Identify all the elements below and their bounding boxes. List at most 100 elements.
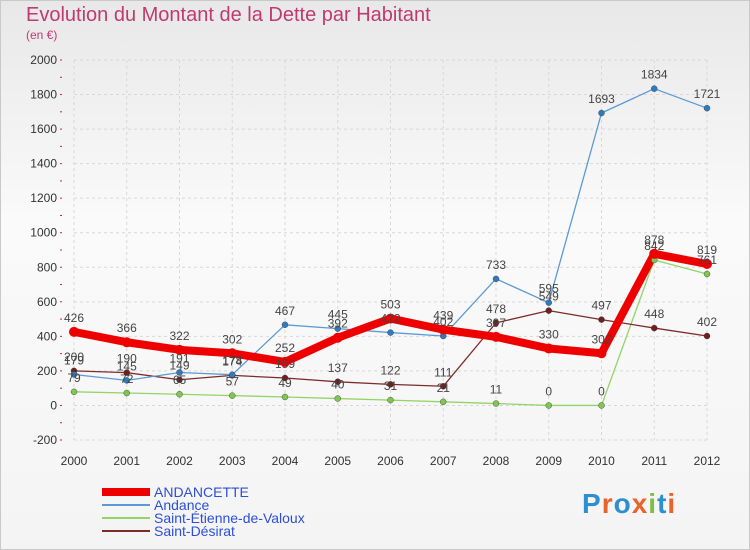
x-tick-label: 2003 xyxy=(219,454,246,468)
data-label: 179 xyxy=(64,354,84,368)
data-label: 252 xyxy=(275,341,295,355)
logo-letter: t xyxy=(657,488,668,519)
data-point xyxy=(651,324,658,332)
data-point xyxy=(70,388,78,396)
data-label: 448 xyxy=(644,307,664,321)
data-point xyxy=(545,299,552,306)
logo-letter: i xyxy=(648,488,658,519)
data-point xyxy=(596,348,607,359)
data-point xyxy=(598,316,605,323)
data-point xyxy=(123,369,130,376)
x-tick-label: 2004 xyxy=(272,454,299,468)
data-label: 174 xyxy=(222,354,242,368)
data-label: 191 xyxy=(169,351,189,365)
y-tick-label: 800 xyxy=(37,260,57,274)
data-label: 1693 xyxy=(588,92,615,106)
data-label: 0 xyxy=(598,384,605,398)
data-label: 200 xyxy=(64,350,84,364)
y-tick-label: 400 xyxy=(37,329,57,343)
data-point xyxy=(649,248,660,259)
data-point xyxy=(176,376,183,383)
y-tick-label: 1600 xyxy=(30,122,57,136)
data-point xyxy=(69,326,79,337)
data-point xyxy=(281,393,289,401)
data-point xyxy=(176,391,183,398)
data-label: 426 xyxy=(64,311,84,325)
data-label: 0 xyxy=(545,384,552,398)
x-tick-label: 2009 xyxy=(535,454,562,468)
data-label: 595 xyxy=(539,282,559,296)
data-label: 65 xyxy=(173,373,187,387)
y-tick-label: 1000 xyxy=(30,226,57,240)
data-point xyxy=(703,104,711,112)
y-tick-label: 1800 xyxy=(30,88,57,102)
y-tick-label: -200 xyxy=(33,433,57,447)
data-point xyxy=(440,383,447,390)
data-label: 733 xyxy=(486,258,506,272)
data-point xyxy=(598,402,605,409)
data-label: 302 xyxy=(222,332,242,346)
proxiti-logo: Proxiti xyxy=(582,488,676,520)
data-point xyxy=(598,109,605,117)
data-point xyxy=(227,348,238,359)
logo-letter: o xyxy=(613,488,632,519)
x-tick-label: 2001 xyxy=(113,454,140,468)
data-point xyxy=(334,378,341,385)
data-point xyxy=(545,402,552,409)
data-point xyxy=(281,374,289,382)
data-label: 31 xyxy=(384,379,398,393)
chart-title: Evolution du Montant de la Dette par Hab… xyxy=(26,4,431,26)
data-point xyxy=(229,371,236,378)
chart-subtitle: (en €) xyxy=(26,28,58,42)
x-tick-label: 2000 xyxy=(61,454,88,468)
data-label: 445 xyxy=(328,308,348,322)
x-tick-label: 2005 xyxy=(324,454,351,468)
y-tick-label: 2000 xyxy=(30,53,57,67)
data-label: 1721 xyxy=(694,87,721,101)
data-point xyxy=(174,344,185,355)
logo-letter: r xyxy=(601,488,614,519)
data-label: 397 xyxy=(486,316,506,330)
data-point xyxy=(281,321,289,328)
data-label: 1834 xyxy=(641,68,668,82)
logo-letter: P xyxy=(582,488,602,519)
x-tick-label: 2012 xyxy=(694,454,721,468)
x-tick-label: 2011 xyxy=(641,454,667,468)
data-label: 149 xyxy=(169,359,189,373)
data-label: 478 xyxy=(486,302,506,316)
data-point xyxy=(123,377,130,384)
data-label: 439 xyxy=(433,309,453,323)
data-label: 111 xyxy=(434,365,453,379)
data-label: 761 xyxy=(697,253,717,267)
data-point xyxy=(387,329,394,336)
data-point xyxy=(543,343,554,354)
data-point xyxy=(280,356,290,367)
data-label: 402 xyxy=(697,315,717,329)
data-point xyxy=(703,270,711,278)
data-label: 178 xyxy=(222,354,242,368)
data-point xyxy=(438,324,449,335)
x-tick-label: 2007 xyxy=(430,454,457,468)
legend-label: Saint-Étienne-de-Valoux xyxy=(154,510,305,526)
data-label: 392 xyxy=(328,317,348,331)
y-tick-label: 200 xyxy=(37,364,57,378)
y-tick-label: 1200 xyxy=(30,191,57,205)
x-tick-label: 2002 xyxy=(166,454,193,468)
data-label: 159 xyxy=(275,357,295,371)
data-label: 842 xyxy=(644,239,664,253)
x-tick-label: 2010 xyxy=(588,454,615,468)
data-label: 137 xyxy=(328,361,348,375)
x-tick-label: 2006 xyxy=(377,454,404,468)
data-point xyxy=(229,392,236,399)
data-point xyxy=(387,396,394,404)
data-label: 40 xyxy=(331,378,345,392)
data-point xyxy=(385,313,396,324)
data-point xyxy=(545,307,552,314)
logo-letter: i xyxy=(667,488,677,519)
data-label: 402 xyxy=(433,315,453,329)
data-label: 122 xyxy=(380,363,400,377)
legend-label: ANDANCETTE xyxy=(154,484,249,500)
data-point xyxy=(121,337,132,348)
